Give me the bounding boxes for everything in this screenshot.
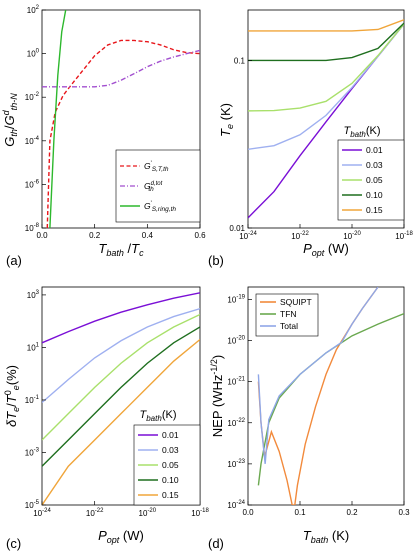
legend-d-item-3: Total: [280, 321, 298, 331]
c-xtick-2: 10-20: [139, 508, 157, 518]
b-ytick-1: 0.1: [234, 56, 246, 65]
d-ytick-0: 10-24: [227, 500, 245, 510]
series-b-3: [248, 23, 404, 112]
legend-d-box: [255, 293, 319, 337]
a-ytick-2: 10-4: [25, 136, 40, 146]
series-d-2: [257, 312, 404, 486]
b-xtick-2: 10-20: [343, 231, 361, 241]
legend-b-item-1: 0.01: [366, 145, 383, 155]
legend-a: G'S,T,th Gd,tot th G'S,ring,th: [115, 149, 201, 223]
a-xtick-0: 0.0: [36, 231, 48, 240]
legend-b-title: Tbath(K): [344, 125, 381, 139]
legend-layer: 0.01 0.03 0.05 0.10 0.15 0.01 0.03 0.05 0.10 0.15…: [138, 145, 383, 500]
legend-c-item-1: 0.01: [162, 430, 179, 440]
a-ytick-0: 10-8: [25, 223, 40, 233]
a-ytick-3: 10-2: [25, 92, 40, 102]
series-b-2: [248, 23, 404, 150]
series-c-5: [42, 338, 200, 505]
a-ylabel: Gth/Gdth-N: [1, 93, 19, 147]
a-ytick-5: 102: [27, 5, 40, 15]
panel-label-c: (c): [6, 536, 21, 551]
legend-d-item-2: TFN: [280, 309, 297, 319]
panel-d-frame: [247, 286, 405, 506]
series-a-1: [46, 39, 200, 228]
legend-c-item-2: 0.03: [162, 445, 179, 455]
d-ytick-1: 10-23: [227, 459, 245, 469]
d-xtick-2: 0.2: [346, 508, 358, 517]
d-ytick-2: 10-22: [227, 418, 245, 428]
legend-a-item-1: G'S,T,th: [144, 161, 169, 173]
d-xtick-0: 0.0: [242, 508, 254, 517]
c-ytick-4: 103: [27, 290, 40, 300]
c-ytick-2: 10-1: [25, 395, 40, 405]
c-ytick-3: 101: [27, 342, 40, 352]
legend-b-item-5: 0.15: [366, 205, 383, 215]
c-xtick-1: 10-22: [86, 508, 104, 518]
series-c-2: [42, 307, 200, 404]
series-a-2: [42, 49, 200, 88]
c-xtick-3: 10-18: [191, 508, 209, 518]
d-xlabel: Tbath (K): [303, 528, 349, 545]
legend-c-item-3: 0.05: [162, 460, 179, 470]
legend-a-item-3: G'S,ring,th: [144, 201, 176, 213]
series-d-3: [257, 287, 379, 464]
b-xtick-3: 10-18: [395, 231, 413, 241]
d-xtick-1: 0.1: [294, 508, 306, 517]
d-ylabel: NEP (WHz-1/2): [209, 355, 225, 437]
legend-d-item-1: SQUIPT: [280, 297, 312, 307]
c-xlabel: Popt (W): [98, 528, 144, 545]
panel-a-frame: [41, 9, 201, 229]
series-b-4: [248, 22, 404, 62]
a-ytick-1: 10-6: [25, 179, 40, 189]
legend-c-item-4: 0.10: [162, 475, 179, 485]
a-ytick-4: 100: [27, 49, 40, 59]
legend-b-item-2: 0.03: [366, 160, 383, 170]
c-ylabel: δTe/T0e(%): [3, 365, 21, 427]
series-a-3: [49, 10, 67, 228]
c-ytick-1: 10-3: [25, 447, 40, 457]
legend-b-item-4: 0.10: [366, 190, 383, 200]
c-xtick-0: 10-24: [33, 508, 51, 518]
a-xtick-2: 0.4: [142, 231, 154, 240]
legend-b-item-3: 0.05: [366, 175, 383, 185]
c-ytick-0: 10-5: [25, 500, 40, 510]
d-ytick-3: 10-21: [227, 377, 245, 387]
d-ytick-4: 10-20: [227, 336, 245, 346]
a-xtick-3: 0.6: [194, 231, 206, 240]
a-xtick-1: 0.2: [89, 231, 101, 240]
series-c-3: [42, 313, 200, 441]
panel-c-frame: [41, 286, 201, 506]
b-ylabel: Te (K): [218, 103, 235, 137]
legend-c-item-5: 0.15: [162, 490, 179, 500]
b-ytick-0: 0.01: [229, 224, 245, 233]
panel-label-b: (b): [208, 253, 224, 268]
panel-b-frame: [247, 9, 405, 229]
b-xtick-0: 10-24: [239, 231, 257, 241]
d-xtick-3: 0.3: [398, 508, 410, 517]
a-xlabel: Tbath /Tc: [98, 241, 144, 258]
panel-label-a: (a): [6, 253, 22, 268]
legend-a-item-2: Gd,tot th: [144, 181, 163, 193]
d-ytick-5: 10-19: [227, 294, 245, 304]
panel-label-d: (d): [208, 536, 224, 551]
b-xlabel: Popt (W): [303, 241, 349, 258]
legend-c-title: Tbath(K): [140, 409, 177, 423]
series-c-1: [42, 292, 200, 344]
b-xtick-1: 10-22: [291, 231, 309, 241]
series-b-5: [248, 19, 404, 32]
series-c-4: [42, 326, 200, 467]
